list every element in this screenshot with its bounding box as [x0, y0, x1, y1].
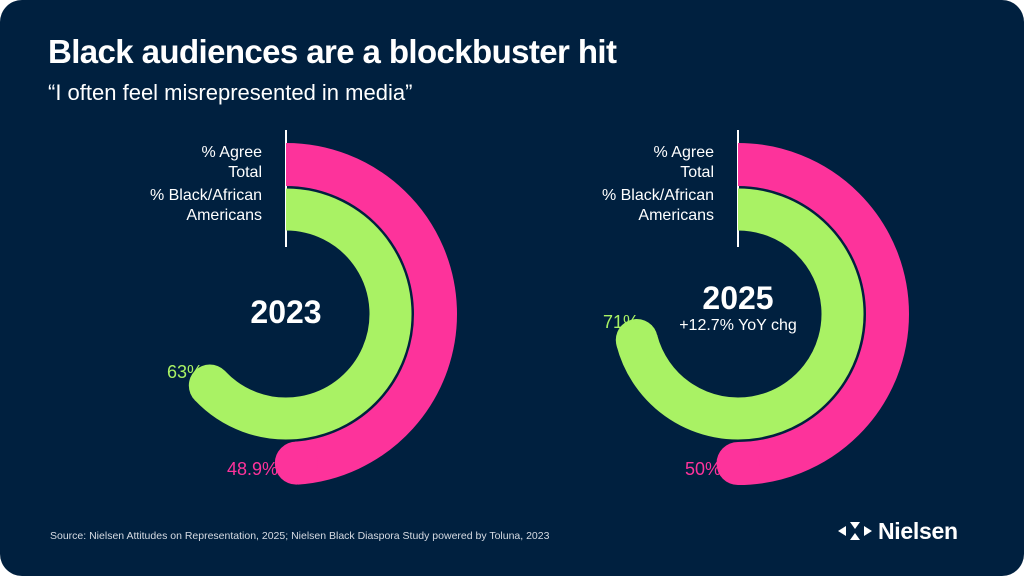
radial-bar-2025-total [716, 143, 909, 485]
radial-bar-arc [194, 188, 412, 440]
radial-bar-arc [737, 143, 909, 485]
nielsen-triangles-icon [838, 522, 872, 540]
legend-black-line2: Americans [638, 207, 714, 224]
radial-bar-arc [616, 188, 864, 440]
radial-bar-end-cap [716, 442, 760, 485]
radial-bar-end-cap [615, 318, 658, 361]
radial-bar-arc [285, 143, 457, 485]
source-note: Source: Nielsen Attitudes on Representat… [50, 530, 550, 542]
legend-black-label: % Black/African Americans [102, 186, 262, 226]
chart-2025-year: 2025 [702, 280, 774, 316]
legend-total-label: % Agree Total [102, 143, 262, 183]
page-title: Black audiences are a blockbuster hit [48, 33, 617, 70]
legend-black-label-2025: % Black/African Americans [554, 186, 714, 226]
radial-bar-2023-total [274, 143, 457, 485]
nielsen-logo: Nielsen [838, 516, 958, 546]
chart-2023-black-value: 63% [167, 362, 204, 382]
radial-bar-end-cap [274, 441, 318, 485]
legend-total-label-2025: % Agree Total [554, 143, 714, 183]
chart-2023-total-value: 48.9% [227, 459, 279, 479]
chart-2023-year: 2023 [250, 294, 322, 330]
legend-total-line2: Total [680, 164, 714, 181]
legend-black-line1: % Black/African [149, 187, 262, 204]
legend-total-line1: % Agree [653, 144, 714, 161]
legend-total-line2: Total [228, 164, 262, 181]
legend-black-line1: % Black/African [601, 187, 714, 204]
page-subtitle: “I often feel misrepresented in media” [48, 80, 413, 105]
nielsen-logo-text: Nielsen [878, 517, 958, 544]
radial-bar-2025-black-african-americans [615, 188, 864, 440]
chart-2025-total-value: 50% [685, 459, 722, 479]
chart-2025-black-value: 71% [603, 312, 640, 332]
radial-bar-2023-black-african-americans [188, 188, 412, 440]
chart-2025-yoy-change: +12.7% YoY chg [679, 317, 797, 334]
radial-bar-end-cap [188, 364, 231, 407]
legend-total-line1: % Agree [201, 144, 262, 161]
legend-black-line2: Americans [186, 207, 262, 224]
